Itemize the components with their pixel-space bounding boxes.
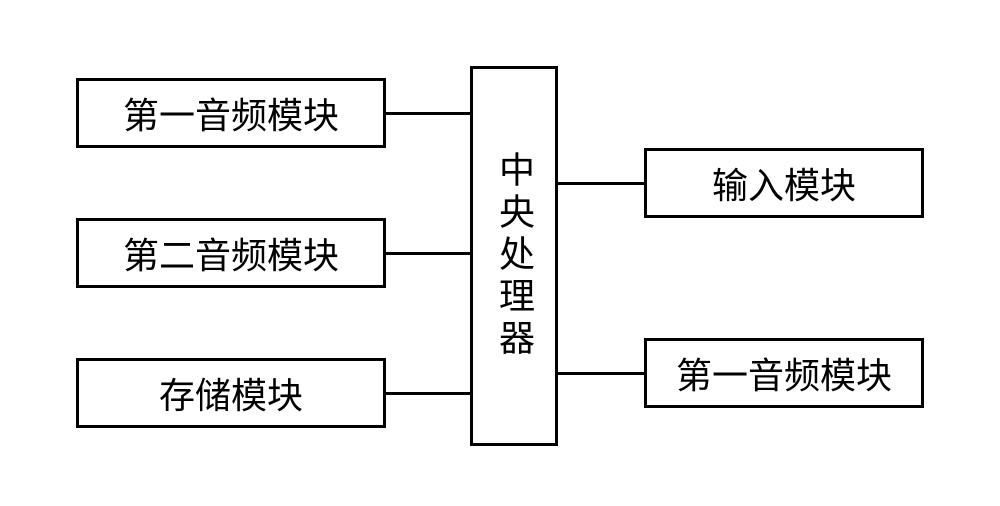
right-node-1: 第一音频模块	[644, 338, 924, 408]
left-node-label-2: 存储模块	[159, 367, 303, 419]
connector-right-1	[558, 372, 644, 375]
left-node-2: 存储模块	[76, 358, 386, 428]
left-node-label-0: 第一音频模块	[123, 87, 339, 139]
central-processor-label: 中央处理器	[488, 151, 540, 361]
connector-left-2	[386, 392, 470, 395]
connector-right-0	[558, 182, 644, 185]
connector-left-1	[386, 252, 470, 255]
diagram-canvas: 中央处理器 第一音频模块第二音频模块存储模块 输入模块第一音频模块	[0, 0, 1000, 506]
left-node-0: 第一音频模块	[76, 78, 386, 148]
right-node-label-0: 输入模块	[712, 157, 856, 209]
left-node-label-1: 第二音频模块	[123, 227, 339, 279]
connector-left-0	[386, 112, 470, 115]
left-node-1: 第二音频模块	[76, 218, 386, 288]
right-node-0: 输入模块	[644, 148, 924, 218]
right-node-label-1: 第一音频模块	[676, 347, 892, 399]
central-processor-node: 中央处理器	[470, 66, 558, 446]
